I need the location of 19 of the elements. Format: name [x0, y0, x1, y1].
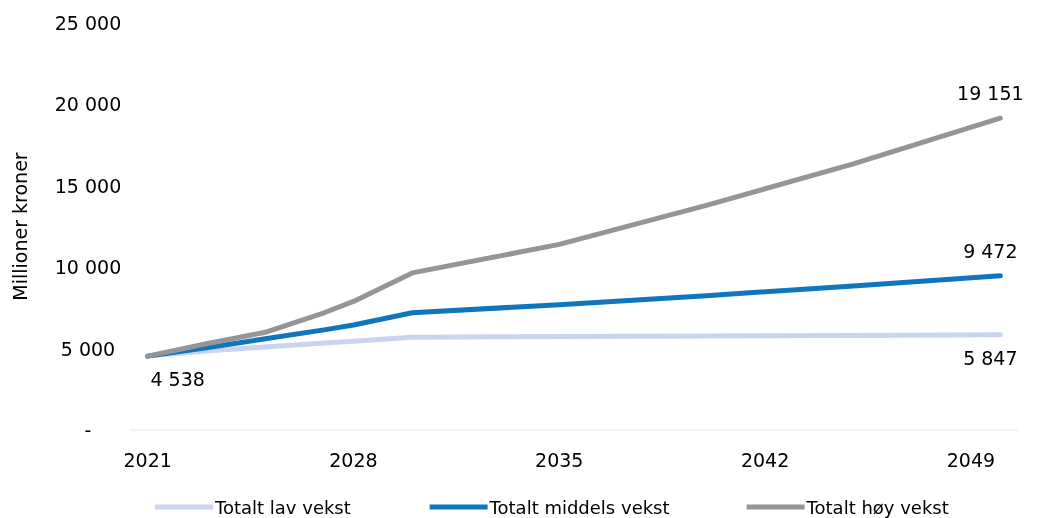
x-tick-label: 2035 [535, 449, 584, 471]
data-label: 9 472 [963, 239, 1018, 262]
x-tick-label: 2028 [329, 449, 378, 471]
data-label: 19 151 [957, 82, 1024, 105]
y-tick-label: 20 000 [54, 93, 122, 116]
legend-label: Totalt middels vekst [488, 497, 670, 518]
data-label: 4 538 [150, 368, 205, 391]
legend-label: Totalt lav vekst [214, 497, 351, 518]
y-tick-label: 25 000 [54, 12, 122, 34]
y-tick-label: 15 000 [54, 174, 122, 197]
y-tick-label: - [84, 419, 92, 441]
y-tick-label: 10 000 [54, 256, 122, 279]
x-tick-label: 2049 [946, 449, 996, 471]
y-axis-title: Millioner kroner [9, 152, 31, 301]
x-tick-label: 2042 [740, 449, 790, 471]
data-label: 5 847 [963, 346, 1018, 369]
legend-label: Totalt høy vekst [805, 497, 949, 518]
x-tick-label: 2021 [123, 449, 172, 471]
y-tick-label: 5 000 [60, 337, 116, 360]
